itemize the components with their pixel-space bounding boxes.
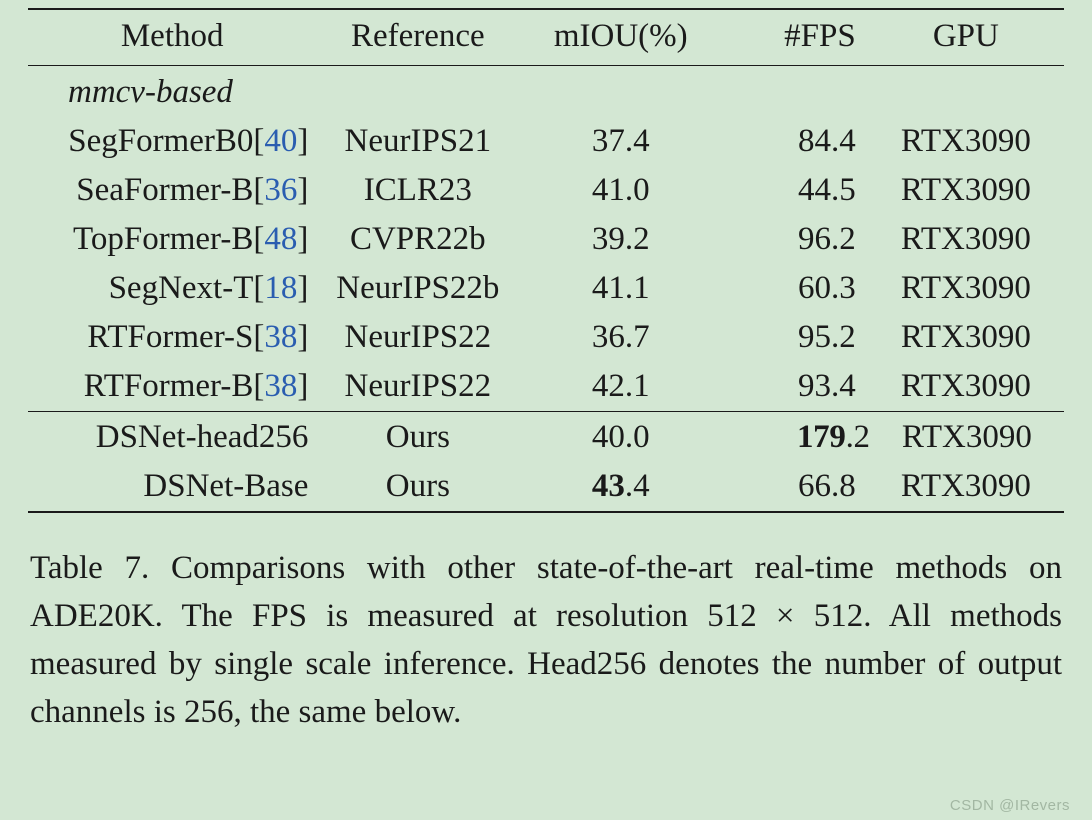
header-reference: Reference xyxy=(316,9,519,66)
fps-cell: 66.8 xyxy=(722,462,872,512)
table-caption: Table 7. Comparisons with other state-of… xyxy=(28,545,1064,736)
comparison-table: Method Reference mIOU(%) #FPS GPU mmcv-b… xyxy=(28,8,1064,513)
reference-cell: CVPR22b xyxy=(316,215,519,264)
header-fps: #FPS xyxy=(722,9,872,66)
citation-link[interactable]: 48 xyxy=(264,221,297,257)
reference-cell: NeurIPS22 xyxy=(316,362,519,412)
method-cell: DSNet-Base xyxy=(28,462,316,512)
miou-cell: 41.0 xyxy=(519,166,722,215)
gpu-cell: RTX3090 xyxy=(872,362,1064,412)
method-cell: SeaFormer-B[36] xyxy=(28,166,316,215)
method-cell: RTFormer-S[38] xyxy=(28,313,316,362)
miou-cell: 37.4 xyxy=(519,117,722,166)
reference-cell: NeurIPS21 xyxy=(316,117,519,166)
method-cell: SegFormerB0[40] xyxy=(28,117,316,166)
table-row: SegFormerB0[40] NeurIPS21 37.4 84.4 RTX3… xyxy=(28,117,1064,166)
table-row: DSNet-head256 Ours 40.0 179.2 RTX3090 xyxy=(28,412,1064,463)
miou-cell: 36.7 xyxy=(519,313,722,362)
fps-cell: 93.4 xyxy=(722,362,872,412)
gpu-cell: RTX3090 xyxy=(872,462,1064,512)
caption-label: Table 7. xyxy=(30,550,149,586)
miou-cell: 43.4 xyxy=(519,462,722,512)
citation-link[interactable]: 18 xyxy=(264,270,297,306)
section-row: mmcv-based xyxy=(28,66,1064,118)
reference-cell: ICLR23 xyxy=(316,166,519,215)
reference-cell: Ours xyxy=(316,462,519,512)
fps-cell: 95.2 xyxy=(722,313,872,362)
citation-link[interactable]: 38 xyxy=(264,319,297,355)
citation-link[interactable]: 38 xyxy=(264,368,297,404)
gpu-cell: RTX3090 xyxy=(872,117,1064,166)
citation-link[interactable]: 36 xyxy=(264,172,297,208)
gpu-cell: RTX3090 xyxy=(872,313,1064,362)
miou-cell: 40.0 xyxy=(519,412,722,463)
method-cell: RTFormer-B[38] xyxy=(28,362,316,412)
table-row: TopFormer-B[48] CVPR22b 39.2 96.2 RTX309… xyxy=(28,215,1064,264)
fps-cell: 179.2 xyxy=(722,412,872,463)
header-miou: mIOU(%) xyxy=(519,9,722,66)
reference-cell: Ours xyxy=(316,412,519,463)
caption-text: Comparisons with other state-of-the-art … xyxy=(30,550,1062,730)
gpu-cell: RTX3090 xyxy=(872,215,1064,264)
miou-cell: 39.2 xyxy=(519,215,722,264)
fps-cell: 44.5 xyxy=(722,166,872,215)
fps-cell: 84.4 xyxy=(722,117,872,166)
reference-cell: NeurIPS22 xyxy=(316,313,519,362)
gpu-cell: RTX3090 xyxy=(872,264,1064,313)
section-label: mmcv-based xyxy=(28,66,1064,118)
table-row: RTFormer-S[38] NeurIPS22 36.7 95.2 RTX30… xyxy=(28,313,1064,362)
table-row: SeaFormer-B[36] ICLR23 41.0 44.5 RTX3090 xyxy=(28,166,1064,215)
gpu-cell: RTX3090 xyxy=(872,412,1064,463)
gpu-cell: RTX3090 xyxy=(872,166,1064,215)
miou-cell: 41.1 xyxy=(519,264,722,313)
method-cell: TopFormer-B[48] xyxy=(28,215,316,264)
header-gpu: GPU xyxy=(872,9,1064,66)
citation-link[interactable]: 40 xyxy=(264,123,297,159)
table-row: DSNet-Base Ours 43.4 66.8 RTX3090 xyxy=(28,462,1064,512)
table-row: RTFormer-B[38] NeurIPS22 42.1 93.4 RTX30… xyxy=(28,362,1064,412)
fps-cell: 60.3 xyxy=(722,264,872,313)
table-row: SegNext-T[18] NeurIPS22b 41.1 60.3 RTX30… xyxy=(28,264,1064,313)
miou-cell: 42.1 xyxy=(519,362,722,412)
fps-cell: 96.2 xyxy=(722,215,872,264)
method-cell: SegNext-T[18] xyxy=(28,264,316,313)
watermark-text: CSDN @IRevers xyxy=(950,797,1070,814)
reference-cell: NeurIPS22b xyxy=(316,264,519,313)
header-row: Method Reference mIOU(%) #FPS GPU xyxy=(28,9,1064,66)
method-cell: DSNet-head256 xyxy=(28,412,316,463)
header-method: Method xyxy=(28,9,316,66)
